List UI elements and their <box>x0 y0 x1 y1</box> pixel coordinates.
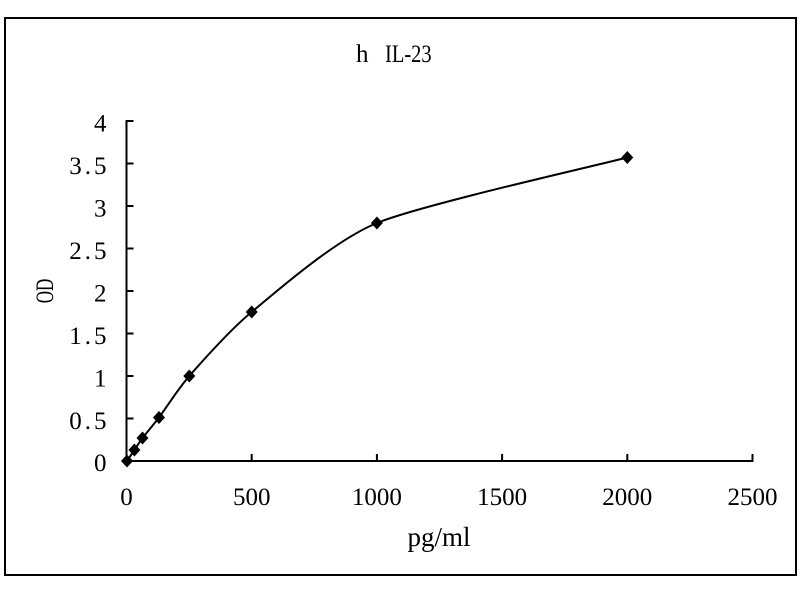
svg-text:2500: 2500 <box>728 484 778 511</box>
svg-text:2000: 2000 <box>602 484 652 511</box>
svg-text:3.5: 3.5 <box>69 153 106 180</box>
svg-text:0.5: 0.5 <box>69 408 106 435</box>
svg-text:2: 2 <box>94 281 107 308</box>
svg-text:1000: 1000 <box>352 484 402 511</box>
svg-text:500: 500 <box>233 484 271 511</box>
svg-text:2.5: 2.5 <box>69 238 106 265</box>
svg-text:h: h <box>356 41 369 68</box>
svg-text:1: 1 <box>94 366 107 393</box>
svg-text:1.5: 1.5 <box>69 323 106 350</box>
svg-text:pg/ml: pg/ml <box>407 522 470 552</box>
svg-text:0: 0 <box>94 450 107 477</box>
svg-text:OD: OD <box>31 279 59 304</box>
svg-text:1500: 1500 <box>477 484 527 511</box>
svg-text:4: 4 <box>94 111 107 138</box>
svg-text:0: 0 <box>120 484 133 511</box>
svg-text:3: 3 <box>94 196 107 223</box>
svg-text:IL-23: IL-23 <box>385 40 432 67</box>
